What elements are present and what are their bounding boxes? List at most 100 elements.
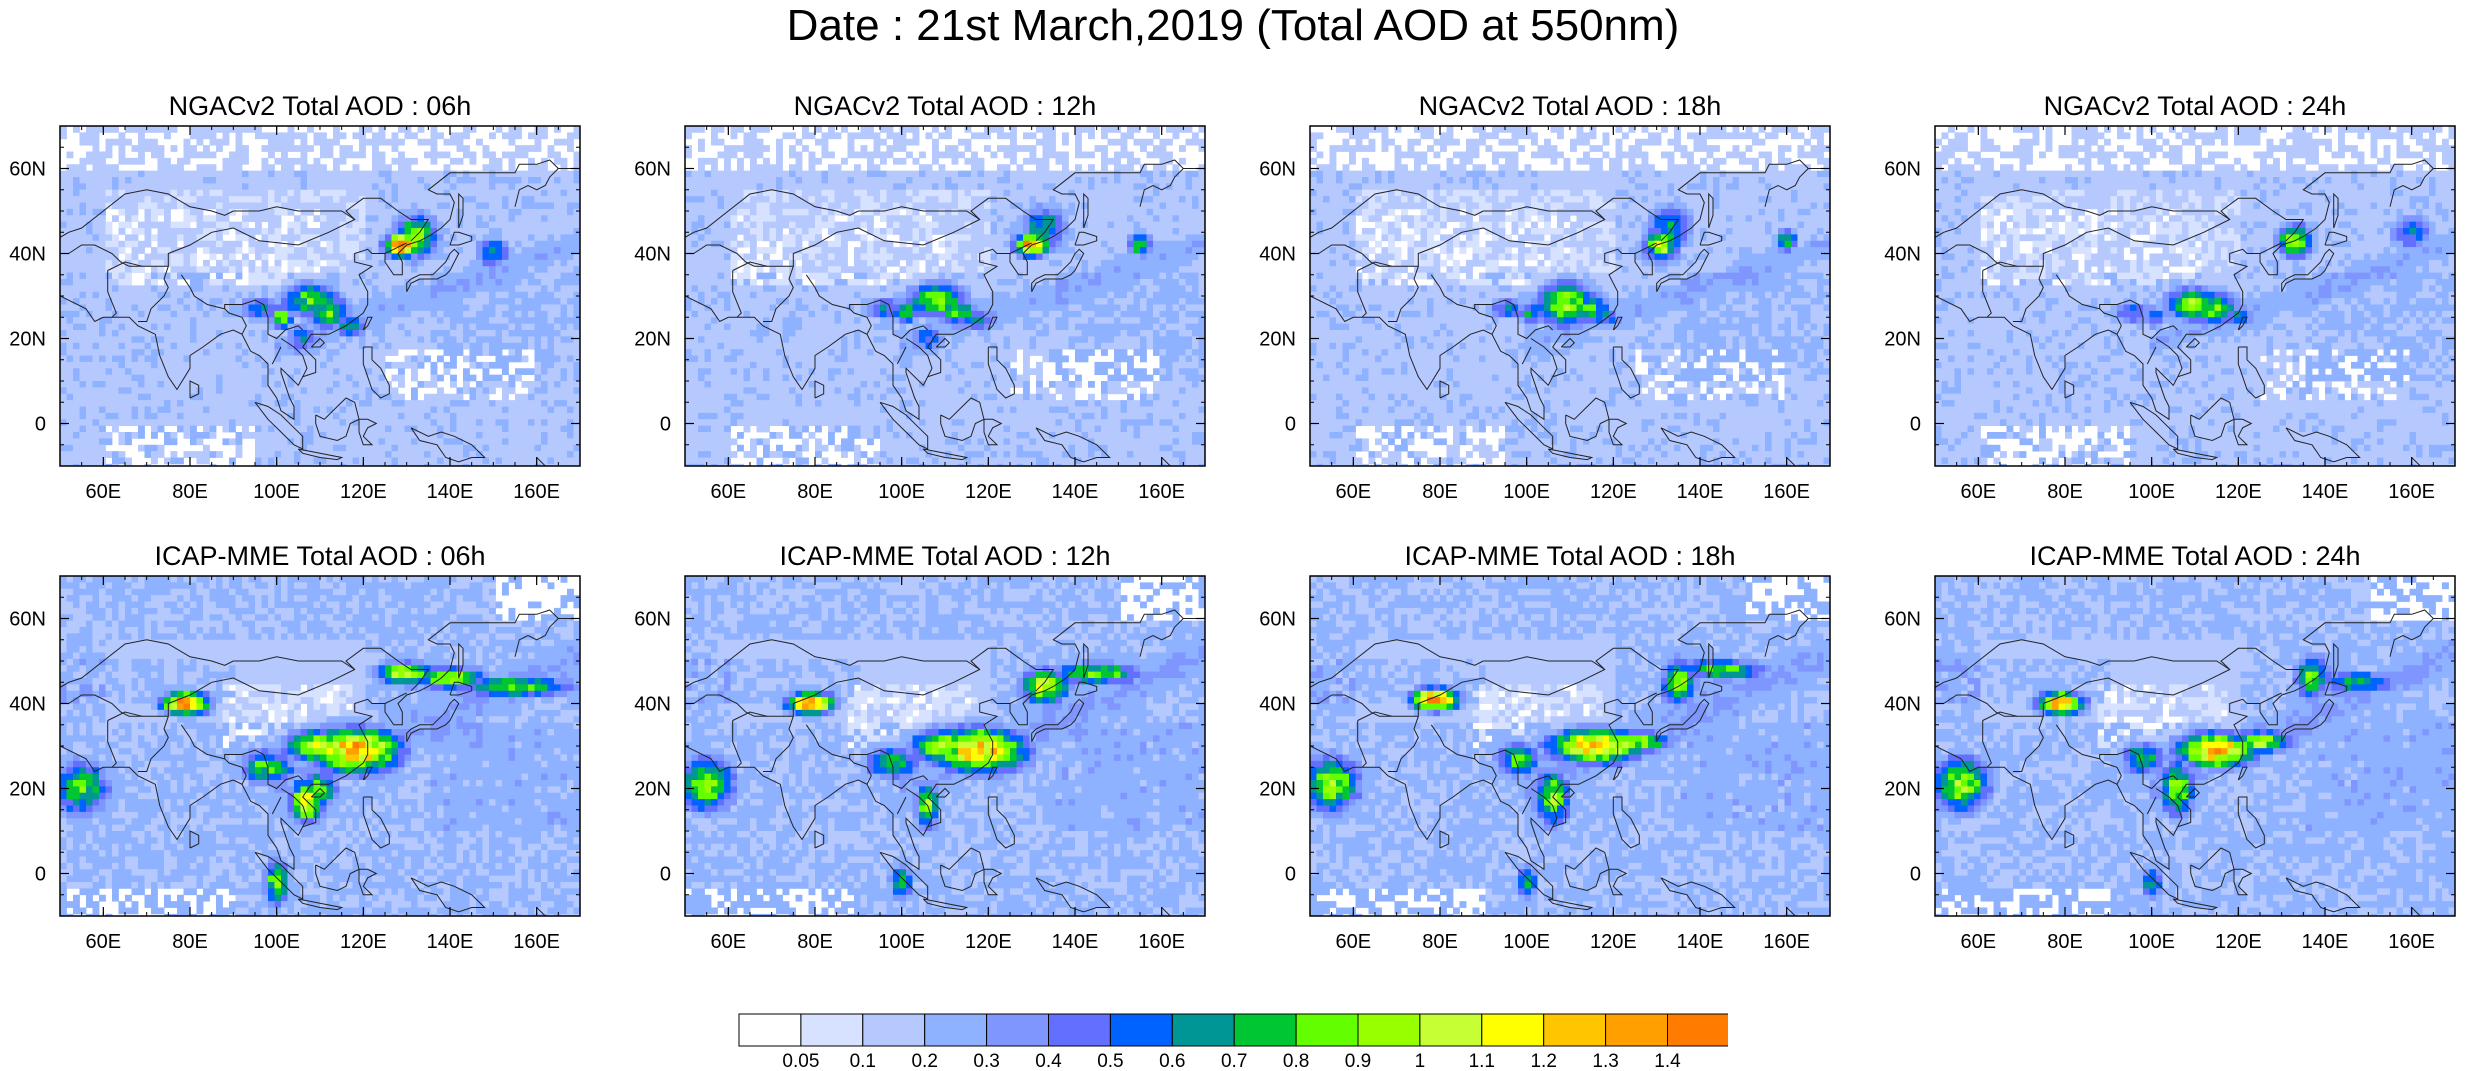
- panel-title: NGACv2 Total AOD : 06h: [60, 90, 580, 122]
- panel-title: NGACv2 Total AOD : 12h: [685, 90, 1205, 122]
- colorbar-label: 1: [1415, 1051, 1426, 1071]
- colorbar-label: 1.3: [1592, 1051, 1618, 1071]
- map-panel-icap-mme-06h: ICAP-MME Total AOD : 06h 60E 80E 100E 120E 14…: [0, 540, 581, 1010]
- map-panel-icap-mme-18h: ICAP-MME Total AOD : 18h 60E 80E 100E 120E 14…: [1250, 540, 1831, 1010]
- x-tick-label: 100E: [253, 931, 300, 953]
- x-tick-label: 160E: [1763, 931, 1810, 953]
- y-tick-label: 40N: [634, 244, 671, 266]
- y-tick-label: 20N: [634, 779, 671, 801]
- x-tick-label: 140E: [1677, 481, 1724, 503]
- coastlines: [1935, 159, 2455, 466]
- colorbar-box: [1605, 1013, 1668, 1047]
- x-tick-label: 80E: [797, 481, 833, 503]
- colorbar-label: 0.3: [973, 1051, 999, 1071]
- y-tick-label: 60N: [634, 609, 671, 631]
- panel-title: ICAP-MME Total AOD : 18h: [1310, 540, 1830, 572]
- colorbar-label: 0.8: [1283, 1051, 1309, 1071]
- x-tick-label: 60E: [1961, 931, 1997, 953]
- x-tick-label: 120E: [340, 931, 387, 953]
- colorbar: 0.05 0.1 0.2 0.3 0.4 0.5 0.6 0.7 0.8 0.9 1 1.1 1.2 1.…: [738, 1013, 1728, 1071]
- coastlines: [685, 159, 1205, 466]
- coastlines: [1935, 609, 2455, 916]
- panel-title: ICAP-MME Total AOD : 12h: [685, 540, 1205, 572]
- y-tick-label: 0: [660, 864, 671, 886]
- colorbar-box: [1357, 1013, 1421, 1047]
- y-tick-label: 60N: [1884, 159, 1921, 181]
- x-tick-label: 160E: [513, 931, 560, 953]
- y-tick-label: 40N: [1884, 244, 1921, 266]
- x-tick-label: 120E: [2215, 481, 2262, 503]
- y-tick-label: 40N: [634, 694, 671, 716]
- x-tick-label: 100E: [253, 481, 300, 503]
- aod-map: 60E 80E 100E 120E 140E 160E 60N 40N 20N 0: [1259, 575, 1831, 953]
- x-tick-label: 60E: [86, 931, 122, 953]
- colorbar-box: [1295, 1013, 1359, 1047]
- x-tick-label: 100E: [878, 931, 925, 953]
- y-tick-label: 0: [660, 414, 671, 436]
- y-tick-label: 20N: [9, 329, 46, 351]
- aod-map: 60E 80E 100E 120E 140E 160E 60N 40N 20N 0: [9, 125, 581, 503]
- colorbar-label: 1.2: [1530, 1051, 1556, 1071]
- x-tick-label: 140E: [2302, 481, 2349, 503]
- aod-field: [60, 576, 580, 916]
- x-tick-label: 160E: [1138, 481, 1185, 503]
- aod-map: 60E 80E 100E 120E 140E 160E 60N 40N 20N 0: [1259, 125, 1831, 503]
- x-tick-label: 120E: [2215, 931, 2262, 953]
- x-tick-label: 160E: [513, 481, 560, 503]
- map-panel-ngacv2-18h: NGACv2 Total AOD : 18h 60E 80E 100E 120E 140E…: [1250, 90, 1831, 560]
- coastlines: [1310, 609, 1830, 916]
- x-tick-label: 80E: [172, 931, 208, 953]
- y-tick-label: 20N: [634, 329, 671, 351]
- y-tick-label: 20N: [1884, 329, 1921, 351]
- colorbar-box: [800, 1013, 864, 1047]
- colorbar-boxes: [738, 1013, 1728, 1047]
- colorbar-labels: 0.05 0.1 0.2 0.3 0.4 0.5 0.6 0.7 0.8 0.9 1 1.1 1.2 1.…: [782, 1051, 1681, 1071]
- aod-field: [60, 126, 580, 466]
- x-tick-label: 60E: [86, 481, 122, 503]
- colorbar-label: 0.1: [850, 1051, 876, 1071]
- y-tick-label: 60N: [9, 159, 46, 181]
- x-tick-label: 100E: [2128, 481, 2175, 503]
- y-tick-label: 60N: [1259, 609, 1296, 631]
- y-tick-label: 40N: [9, 694, 46, 716]
- y-tick-label: 20N: [1259, 779, 1296, 801]
- colorbar-box: [1543, 1013, 1607, 1047]
- colorbar-box: [1048, 1013, 1111, 1047]
- y-tick-label: 40N: [1884, 694, 1921, 716]
- colorbar-box: [738, 1013, 802, 1047]
- colorbar-label: 1.1: [1469, 1051, 1495, 1071]
- x-tick-label: 80E: [1422, 481, 1458, 503]
- aod-field: [1935, 126, 2455, 466]
- y-tick-label: 60N: [9, 609, 46, 631]
- x-tick-label: 160E: [1763, 481, 1810, 503]
- panel-title: NGACv2 Total AOD : 18h: [1310, 90, 1830, 122]
- x-tick-label: 80E: [1422, 931, 1458, 953]
- colorbar-label: 0.4: [1035, 1051, 1062, 1071]
- y-tick-label: 0: [35, 414, 46, 436]
- colorbar-label: 0.05: [782, 1051, 819, 1071]
- y-tick-label: 0: [1285, 414, 1296, 436]
- y-tick-label: 40N: [1259, 694, 1296, 716]
- colorbar-label: 0.6: [1159, 1051, 1185, 1071]
- coastlines: [685, 609, 1205, 916]
- x-tick-label: 140E: [2302, 931, 2349, 953]
- colorbar-label: 1.4: [1654, 1051, 1681, 1071]
- x-tick-label: 80E: [2047, 931, 2083, 953]
- coastlines: [60, 159, 580, 466]
- map-panel-ngacv2-24h: NGACv2 Total AOD : 24h 60E 80E 100E 120E 140E…: [1875, 90, 2456, 560]
- colorbar-box: [1419, 1013, 1483, 1047]
- aod-field: [1310, 576, 1830, 916]
- aod-map: 60E 80E 100E 120E 140E 160E 60N 40N 20N 0: [634, 575, 1206, 953]
- panel-title: ICAP-MME Total AOD : 06h: [60, 540, 580, 572]
- x-tick-label: 140E: [427, 931, 474, 953]
- y-tick-label: 20N: [1884, 779, 1921, 801]
- y-tick-label: 40N: [1259, 244, 1296, 266]
- x-tick-label: 80E: [797, 931, 833, 953]
- map-panel-icap-mme-12h: ICAP-MME Total AOD : 12h 60E 80E 100E 120E 14…: [625, 540, 1206, 1010]
- x-tick-label: 140E: [1052, 481, 1099, 503]
- coastlines: [1310, 159, 1830, 466]
- x-tick-label: 100E: [1503, 931, 1550, 953]
- colorbar-label: 0.9: [1345, 1051, 1371, 1071]
- colorbar-label: 0.2: [911, 1051, 937, 1071]
- y-tick-label: 0: [35, 864, 46, 886]
